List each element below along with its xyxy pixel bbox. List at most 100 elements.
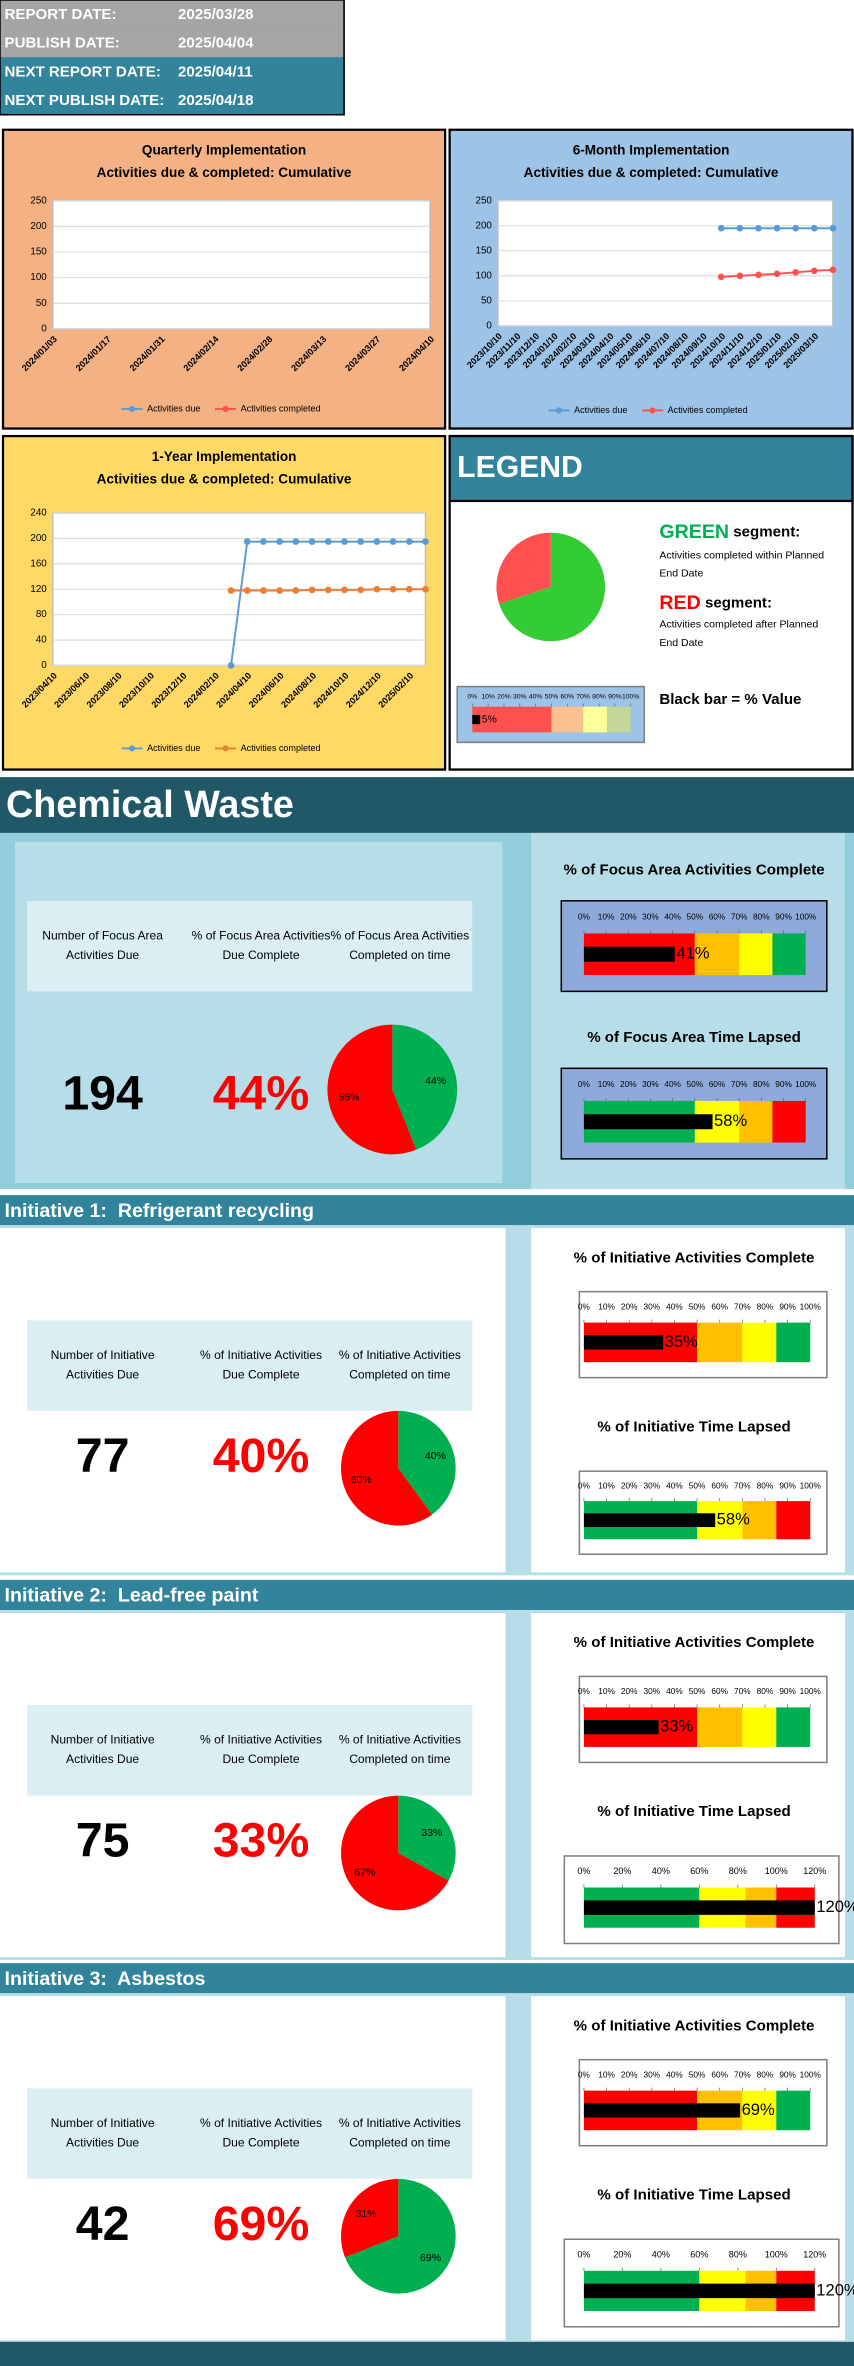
column-header: % of Initiative Activities Due Complete [200,1733,322,1767]
pie-slice [340,1795,449,1911]
chart-subtitle: Activities due & completed: Cumulative [524,165,779,180]
bullet-bar [583,1114,713,1130]
pie-slice [327,1024,417,1155]
bullet-tick-label: 20% [621,2069,638,2079]
column-header: % of Initiative Activities Completed on t… [339,2116,461,2150]
header-value: 2025/04/04 [178,35,254,52]
series-marker [373,585,381,593]
series-marker [243,587,251,594]
y-tick-label: 0 [486,321,492,332]
bullet-tick-label: 50% [689,1686,706,1696]
pie-label: 44% [425,1075,446,1087]
text-line: Completed on time [349,948,451,962]
bullet-band [776,1707,811,1747]
bullet-tick-label: 80% [753,1079,770,1089]
text-line: % of Initiative Activities [200,1733,322,1747]
bullet-bar [583,2283,815,2299]
legend-label: Activities due [574,405,627,415]
bullet-tick-label: 100% [765,1866,788,1876]
bullet-tick-label: 20% [620,911,637,921]
bullet-band [606,706,631,733]
bullet-title: % of Initiative Time Lapsed [597,2186,790,2203]
pie-slice [340,2178,399,2258]
y-tick-label: 200 [30,533,47,544]
bullet-tick-label: 10% [598,911,615,921]
header-cells [27,2088,473,2179]
initiative-title: Initiative 3: Asbestos [5,1968,206,1990]
header-row [0,0,345,29]
legend-red-rest: segment: [701,595,772,612]
series-marker [829,266,837,274]
bullet-tick-label: 40% [664,911,681,921]
series-marker [717,224,725,232]
bullet-band [742,2090,777,2131]
text-line: End Date [659,567,703,579]
series-marker [260,587,267,594]
bullet-bar [472,714,481,725]
series-marker [324,538,332,545]
text-line: Activities Due [66,1368,139,1382]
bullet-tick-label: 10% [598,1301,615,1311]
text-line: % of Focus Area Activities [330,928,469,942]
column-header: % of Focus Area Activities Due Complete [192,928,331,962]
column-header: Number of Initiative Activities Due [51,1733,155,1767]
bullet-tick-label: 10% [598,1079,615,1089]
header-label: REPORT DATE: [5,6,117,23]
y-tick-label: 150 [30,247,47,258]
text-line: Number of Focus Area [42,928,163,942]
bullet-tick-label: 70% [734,1301,751,1311]
bullet-tick-label: 20% [621,1480,638,1490]
bullet-value-label: 120% [816,1897,854,1916]
initiative-title: Initiative 2: Lead-free paint [5,1585,259,1607]
y-tick-label: 100 [476,270,493,281]
pie-label: 69% [420,2252,441,2264]
chart-title: Quarterly Implementation [142,142,306,157]
header-label: NEXT PUBLISH DATE: [5,92,165,109]
text-line: Number of Initiative [51,1733,155,1747]
text-line: Due Complete [222,1368,299,1382]
bullet-title: % of Initiative Activities Complete [574,2017,815,2034]
bullet-tick-label: 40% [666,1686,683,1696]
bullet-tick-label: 90% [779,1686,796,1696]
bullet-tick-label: 30% [644,1301,661,1311]
bullet-value-label: 35% [665,1332,698,1351]
series-marker [341,538,348,545]
series-marker [308,586,316,594]
bullet-tick-label: 40% [666,2069,683,2079]
series-marker [792,224,799,232]
text-line: Activities completed within Planned [659,549,824,561]
series-marker [373,538,381,545]
bullet-value-label: 33% [660,1717,693,1736]
series-marker [422,538,429,545]
bullet-bar [583,1513,716,1528]
chart-subtitle: Activities due & completed: Cumulative [97,165,352,180]
text-line: Completed on time [349,2136,451,2150]
chart-title: 6-Month Implementation [573,142,730,157]
bullet-tick-label: 100% [622,693,639,700]
bullet-tick-label: 0% [577,2249,590,2259]
y-tick-label: 80 [36,609,47,620]
section-title: Chemical Waste [6,783,294,825]
section-band [0,777,854,833]
text-line: Activities Due [66,948,139,962]
y-tick-label: 0 [41,660,47,671]
percent-complete: 69% [213,2197,310,2251]
bullet-tick-label: 20% [621,1301,638,1311]
bullet-tick-label: 100% [800,1686,822,1696]
bullet-tick-label: 90% [779,2069,796,2079]
bullet-tick-label: 30% [513,693,527,700]
bullet-tick-label: 0% [578,1480,591,1490]
legend-red-text: Activities completed after Planned End Da… [659,618,818,648]
series-marker [736,224,744,232]
bullet-bar [583,1335,664,1350]
bullet-tick-label: 0% [578,2069,591,2079]
bullet-tick-label: 10% [598,2069,615,2079]
legend-label: Activities completed [241,403,321,413]
bullet-tick-label: 0% [578,1686,591,1696]
legend-swatch-marker [556,407,563,414]
header-value: 2025/03/28 [178,6,253,23]
text-line: Due Complete [222,1752,299,1766]
series-marker [389,585,397,593]
y-tick-label: 150 [476,245,493,256]
bullet-tick-label: 40% [529,693,543,700]
